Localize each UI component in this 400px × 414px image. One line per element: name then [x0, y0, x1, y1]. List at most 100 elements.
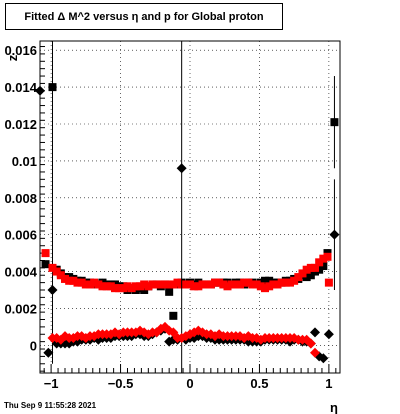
data-point-square: [52, 267, 61, 276]
data-point-square: [90, 278, 99, 287]
data-point-square: [173, 278, 182, 287]
y-tick-label: 0.01: [12, 154, 37, 169]
data-point-square: [169, 280, 178, 289]
data-point-square: [265, 282, 274, 291]
data-point-square: [144, 282, 153, 291]
data-point-square: [194, 282, 203, 291]
data-point-square: [198, 280, 207, 289]
data-point-diamond: [47, 285, 58, 295]
data-point-square: [211, 278, 219, 287]
data-point-square: [319, 262, 328, 271]
data-point-square: [302, 273, 311, 282]
data-point-square: [127, 284, 136, 293]
data-point-square: [311, 263, 319, 272]
data-point-square: [169, 311, 178, 320]
data-point-square: [215, 278, 224, 287]
data-point-square: [115, 284, 124, 293]
data-point-square: [261, 284, 269, 293]
y-tick-label: 0.002: [4, 301, 37, 316]
data-point-square: [94, 280, 103, 289]
data-point-square: [111, 284, 119, 293]
data-point-square: [298, 269, 307, 278]
series-group: [47, 321, 320, 358]
y-tick-label: 0.006: [4, 228, 37, 243]
y-tick-label: 0.008: [4, 191, 37, 206]
data-point-diamond: [318, 353, 329, 364]
data-point-square: [41, 260, 50, 269]
data-point-square: [265, 276, 274, 285]
series-group: [41, 249, 333, 293]
data-point-square: [65, 276, 74, 285]
data-point-square: [244, 278, 253, 287]
data-point-square: [261, 276, 269, 285]
data-point-square: [306, 263, 315, 272]
data-point-square: [152, 280, 161, 289]
data-point-square: [256, 282, 265, 291]
data-point-square: [290, 276, 299, 285]
x-tick-label: 1: [325, 376, 332, 391]
data-point-square: [106, 282, 115, 291]
data-point-square: [73, 278, 82, 287]
data-series: [35, 41, 340, 373]
data-point-square: [165, 287, 174, 296]
y-axis-label: z: [5, 54, 20, 61]
data-point-square: [206, 280, 215, 289]
grid: [40, 41, 340, 373]
data-point-square: [86, 280, 94, 289]
data-point-square: [330, 118, 339, 127]
data-point-square: [286, 278, 294, 287]
data-point-square: [202, 280, 211, 289]
data-point-square: [219, 280, 228, 289]
timestamp-footer: Thu Sep 9 11:55:28 2021: [4, 401, 97, 410]
data-point-diamond: [55, 334, 66, 345]
data-point-square: [56, 271, 65, 280]
data-point-square: [181, 280, 190, 289]
data-point-square: [156, 280, 165, 289]
data-point-square: [98, 282, 107, 291]
data-point-square: [319, 254, 328, 263]
data-point-square: [223, 282, 232, 291]
data-point-square: [306, 271, 315, 280]
data-point-square: [140, 286, 149, 294]
data-point-square: [136, 282, 144, 291]
y-tick-label: 0.012: [4, 117, 37, 132]
axes: −1 −0.5 0 0.5 1 0 0.002 0.004 0.006 0.008 0.01 0.01…: [4, 43, 337, 391]
data-point-square: [165, 280, 174, 289]
data-point-square: [119, 284, 128, 293]
data-point-diamond: [176, 163, 187, 174]
data-point-square: [231, 280, 240, 289]
chart-title-box: Fitted Δ M^2 versus η and p for Global p…: [5, 3, 283, 30]
x-tick-label: −1: [44, 376, 59, 391]
data-point-diamond: [310, 347, 320, 358]
data-point-square: [294, 273, 303, 282]
data-point-square: [48, 263, 57, 272]
data-point-square: [123, 282, 132, 291]
data-point-square: [236, 280, 244, 289]
data-point-square: [302, 265, 311, 274]
data-point-square: [161, 280, 169, 289]
data-point-diamond: [35, 85, 45, 96]
data-point-square: [41, 249, 50, 258]
data-point-square: [315, 265, 324, 274]
data-point-square: [277, 278, 286, 287]
data-point-square: [61, 274, 69, 283]
data-point-square: [252, 280, 261, 289]
y-tick-label: 0: [30, 338, 37, 353]
data-point-square: [190, 282, 199, 291]
y-tick-label: 0.014: [4, 80, 37, 95]
data-point-diamond: [310, 327, 320, 338]
chart-title: Fitted Δ M^2 versus η and p for Global p…: [24, 10, 264, 23]
data-point-square: [273, 280, 282, 289]
data-point-square: [131, 282, 140, 291]
y-tick-label: 0.004: [4, 265, 37, 280]
y-tick-label: 0.016: [4, 43, 37, 58]
data-point-square: [102, 282, 111, 291]
data-point-square: [269, 280, 278, 289]
data-point-square: [81, 280, 90, 289]
data-point-square: [69, 276, 78, 285]
data-point-diamond: [323, 329, 334, 340]
data-point-square: [48, 83, 57, 92]
x-tick-label: 0: [186, 376, 193, 391]
data-point-square: [281, 278, 290, 287]
